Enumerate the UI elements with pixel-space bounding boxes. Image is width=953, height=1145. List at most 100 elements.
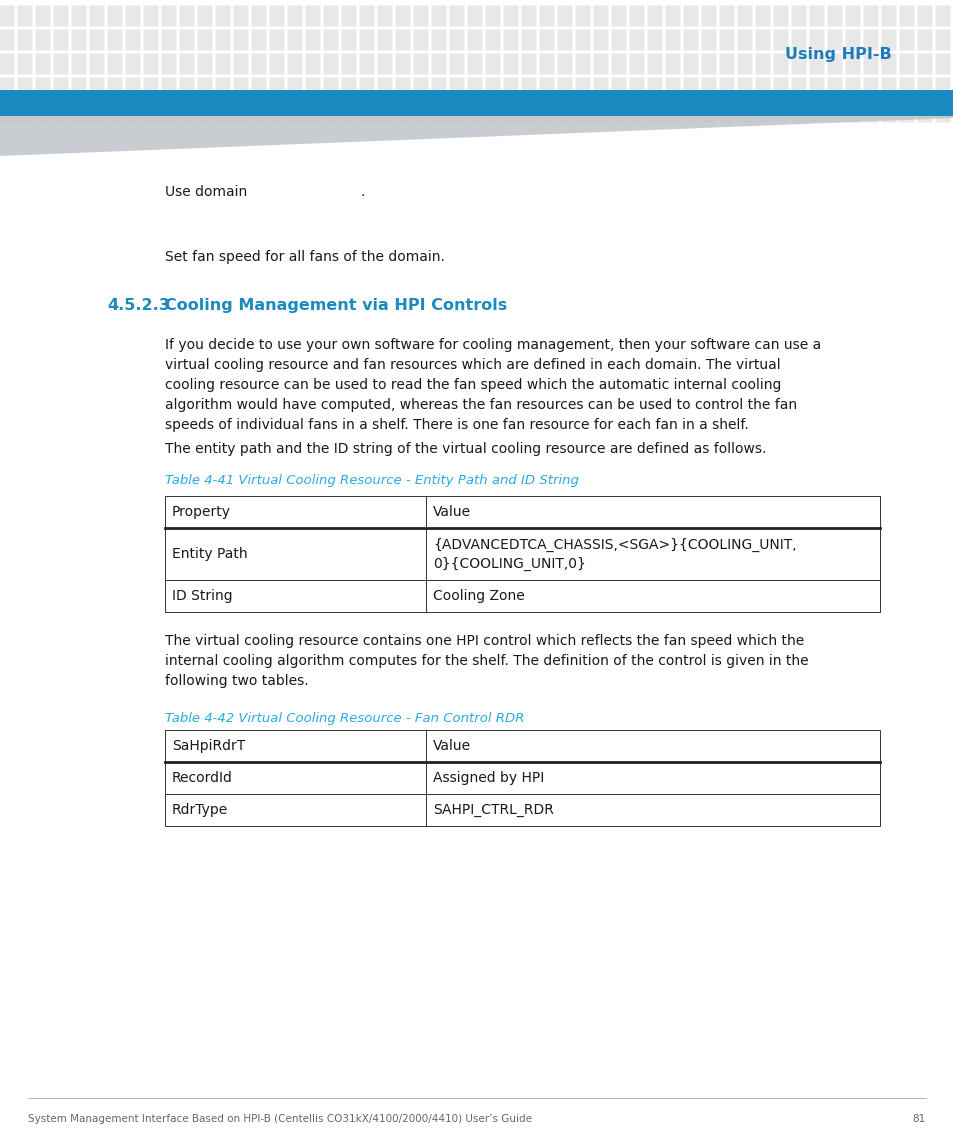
- FancyBboxPatch shape: [0, 78, 14, 98]
- FancyBboxPatch shape: [395, 54, 410, 74]
- FancyBboxPatch shape: [575, 54, 590, 74]
- FancyBboxPatch shape: [647, 6, 661, 26]
- FancyBboxPatch shape: [539, 102, 554, 123]
- FancyBboxPatch shape: [53, 30, 69, 50]
- FancyBboxPatch shape: [197, 30, 213, 50]
- FancyBboxPatch shape: [791, 30, 805, 50]
- FancyBboxPatch shape: [629, 54, 644, 74]
- FancyBboxPatch shape: [862, 6, 878, 26]
- FancyBboxPatch shape: [449, 78, 464, 98]
- FancyBboxPatch shape: [826, 54, 841, 74]
- FancyBboxPatch shape: [503, 54, 518, 74]
- FancyBboxPatch shape: [862, 102, 878, 123]
- FancyBboxPatch shape: [359, 6, 375, 26]
- FancyBboxPatch shape: [126, 78, 140, 98]
- FancyBboxPatch shape: [917, 6, 931, 26]
- FancyBboxPatch shape: [593, 30, 608, 50]
- FancyBboxPatch shape: [755, 6, 770, 26]
- FancyBboxPatch shape: [844, 102, 860, 123]
- FancyBboxPatch shape: [143, 30, 158, 50]
- Text: cooling resource can be used to read the fan speed which the automatic internal : cooling resource can be used to read the…: [165, 378, 781, 392]
- FancyBboxPatch shape: [233, 102, 248, 123]
- FancyBboxPatch shape: [233, 54, 248, 74]
- FancyBboxPatch shape: [431, 54, 446, 74]
- FancyBboxPatch shape: [395, 78, 410, 98]
- FancyBboxPatch shape: [503, 102, 518, 123]
- FancyBboxPatch shape: [252, 78, 266, 98]
- FancyBboxPatch shape: [881, 102, 896, 123]
- Text: Value: Value: [433, 739, 471, 753]
- FancyBboxPatch shape: [197, 102, 213, 123]
- FancyBboxPatch shape: [503, 6, 518, 26]
- FancyBboxPatch shape: [773, 6, 788, 26]
- FancyBboxPatch shape: [90, 6, 105, 26]
- Bar: [165, 793, 879, 826]
- FancyBboxPatch shape: [665, 30, 679, 50]
- Text: RdrType: RdrType: [172, 803, 228, 818]
- FancyBboxPatch shape: [791, 6, 805, 26]
- FancyBboxPatch shape: [755, 30, 770, 50]
- FancyBboxPatch shape: [791, 54, 805, 74]
- FancyBboxPatch shape: [917, 30, 931, 50]
- FancyBboxPatch shape: [269, 102, 284, 123]
- FancyBboxPatch shape: [521, 78, 536, 98]
- FancyBboxPatch shape: [737, 78, 752, 98]
- FancyBboxPatch shape: [17, 102, 32, 123]
- Text: 0}{COOLING_UNIT,0}: 0}{COOLING_UNIT,0}: [433, 556, 585, 571]
- FancyBboxPatch shape: [197, 54, 213, 74]
- FancyBboxPatch shape: [126, 30, 140, 50]
- FancyBboxPatch shape: [359, 102, 375, 123]
- FancyBboxPatch shape: [287, 30, 302, 50]
- Text: SAHPI_CTRL_RDR: SAHPI_CTRL_RDR: [433, 803, 554, 818]
- FancyBboxPatch shape: [252, 6, 266, 26]
- FancyBboxPatch shape: [682, 6, 698, 26]
- FancyBboxPatch shape: [935, 6, 949, 26]
- FancyBboxPatch shape: [90, 102, 105, 123]
- Text: ID String: ID String: [172, 589, 233, 603]
- Text: Assigned by HPI: Assigned by HPI: [433, 771, 543, 785]
- FancyBboxPatch shape: [431, 102, 446, 123]
- FancyBboxPatch shape: [899, 54, 914, 74]
- Text: Table 4-42 Virtual Cooling Resource - Fan Control RDR: Table 4-42 Virtual Cooling Resource - Fa…: [165, 712, 524, 725]
- FancyBboxPatch shape: [629, 6, 644, 26]
- FancyBboxPatch shape: [215, 78, 231, 98]
- FancyBboxPatch shape: [35, 54, 51, 74]
- FancyBboxPatch shape: [305, 54, 320, 74]
- FancyBboxPatch shape: [323, 30, 338, 50]
- Text: Entity Path: Entity Path: [172, 547, 248, 561]
- FancyBboxPatch shape: [323, 54, 338, 74]
- FancyBboxPatch shape: [682, 30, 698, 50]
- FancyBboxPatch shape: [269, 30, 284, 50]
- FancyBboxPatch shape: [35, 30, 51, 50]
- FancyBboxPatch shape: [269, 78, 284, 98]
- FancyBboxPatch shape: [143, 6, 158, 26]
- FancyBboxPatch shape: [593, 78, 608, 98]
- Bar: [165, 763, 879, 793]
- Text: speeds of individual fans in a shelf. There is one fan resource for each fan in : speeds of individual fans in a shelf. Th…: [165, 418, 748, 432]
- FancyBboxPatch shape: [881, 78, 896, 98]
- FancyBboxPatch shape: [359, 54, 375, 74]
- Text: The virtual cooling resource contains one HPI control which reflects the fan spe: The virtual cooling resource contains on…: [165, 634, 803, 648]
- FancyBboxPatch shape: [143, 102, 158, 123]
- FancyBboxPatch shape: [719, 6, 734, 26]
- FancyBboxPatch shape: [395, 30, 410, 50]
- FancyBboxPatch shape: [557, 54, 572, 74]
- FancyBboxPatch shape: [682, 78, 698, 98]
- FancyBboxPatch shape: [503, 30, 518, 50]
- FancyBboxPatch shape: [377, 30, 392, 50]
- FancyBboxPatch shape: [593, 6, 608, 26]
- Text: 81: 81: [912, 1114, 925, 1124]
- FancyBboxPatch shape: [611, 78, 626, 98]
- FancyBboxPatch shape: [197, 6, 213, 26]
- FancyBboxPatch shape: [413, 6, 428, 26]
- FancyBboxPatch shape: [899, 30, 914, 50]
- FancyBboxPatch shape: [197, 78, 213, 98]
- FancyBboxPatch shape: [413, 102, 428, 123]
- FancyBboxPatch shape: [773, 30, 788, 50]
- FancyBboxPatch shape: [287, 54, 302, 74]
- FancyBboxPatch shape: [233, 78, 248, 98]
- FancyBboxPatch shape: [521, 30, 536, 50]
- FancyBboxPatch shape: [700, 54, 716, 74]
- Text: Cooling Zone: Cooling Zone: [433, 589, 524, 603]
- FancyBboxPatch shape: [773, 54, 788, 74]
